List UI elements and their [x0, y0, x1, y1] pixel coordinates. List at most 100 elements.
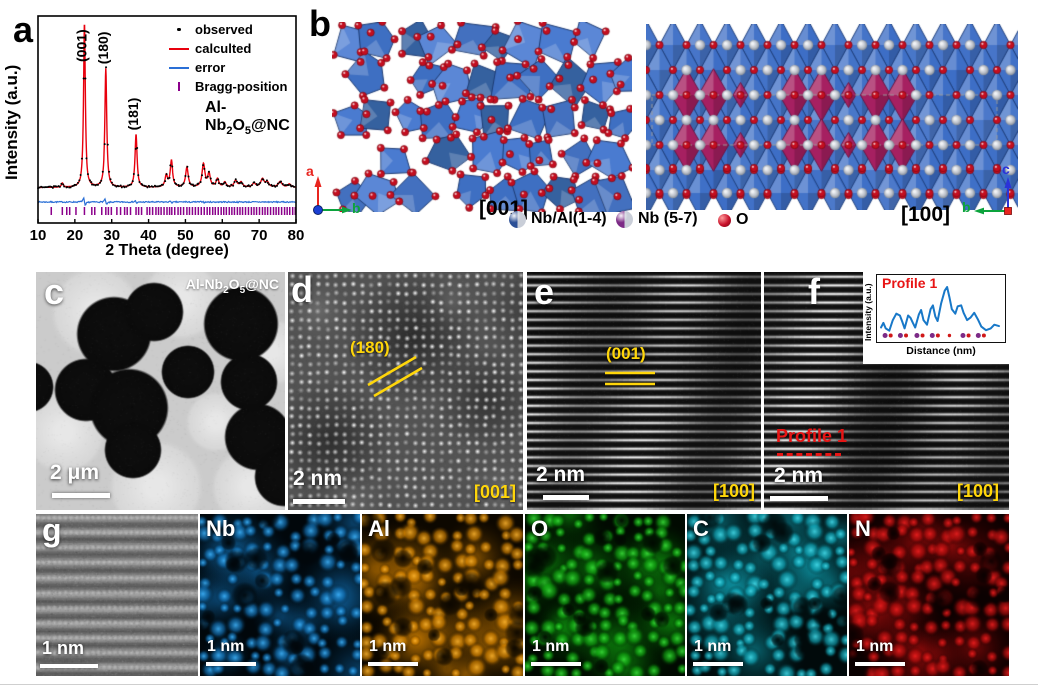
panel-f-letter: f [808, 271, 820, 312]
profile-title: Profile 1 [882, 275, 938, 291]
scale-bar [293, 499, 345, 504]
profile-1-dashed-line [777, 453, 841, 456]
sample-label: Al-Nb2O5@NC [205, 99, 290, 138]
panel-d-hrtem: d (180) 2 nm [001] [288, 272, 523, 510]
profile-line-chart [880, 286, 1000, 338]
svg-text:30: 30 [103, 227, 120, 244]
zone-axis-label: [001] [473, 482, 516, 502]
xrd-y-axis-label: Intensity (a.u.) [2, 64, 21, 180]
panel-g-stem: g 1 nm [36, 514, 198, 676]
profile-x-axis-label: Distance (nm) [906, 345, 976, 357]
svg-text:(180): (180) [95, 32, 111, 65]
legend-item-bragg: Bragg-position [167, 77, 287, 96]
eds-map-al: Al 1 nm [362, 514, 523, 676]
legend-item-o: O [718, 211, 748, 229]
element-label: O [531, 516, 549, 541]
scale-bar [368, 662, 418, 666]
scale-bar [206, 662, 256, 666]
scale-bar-label: 1 nm [532, 638, 570, 655]
legend-item-observed: observed [167, 20, 287, 39]
xrd-x-axis-label: 2 Theta (degree) [105, 242, 229, 259]
scale-bar [855, 662, 905, 666]
zone-axis-100-label: [100] [901, 203, 951, 226]
panel-a-letter: a [13, 9, 34, 50]
legend-label: O [736, 211, 749, 228]
profile-1-label: Profile 1 [776, 426, 848, 446]
eds-map-c: C 1 nm [687, 514, 847, 676]
c-element-map [687, 514, 847, 676]
al-element-map [362, 514, 523, 676]
panel-g-letter: g [42, 512, 62, 548]
element-label: Al [368, 516, 390, 541]
scale-bar-label: 1 nm [856, 638, 894, 655]
eds-map-o: O 1 nm [525, 514, 685, 676]
panel-e-letter: e [534, 271, 555, 312]
legend-label: calculted [195, 41, 252, 56]
crystal-structure-001-view [332, 22, 632, 212]
o-element-map [525, 514, 685, 676]
nb-element-map [200, 514, 360, 676]
axis-indicator-right [974, 177, 1012, 215]
panel-d-letter: d [291, 269, 313, 310]
error-line-marker [167, 66, 191, 69]
svg-text:20: 20 [67, 227, 84, 244]
scale-bar-label: 1 nm [42, 638, 85, 658]
stem-image [36, 514, 198, 676]
plane-001-marker-lines [605, 371, 655, 386]
legend-label: Nb (5-7) [638, 210, 698, 227]
sample-label: Al-Nb2O5@NC [185, 276, 279, 296]
legend-item-nb-al: Nb/Al(1-4) [509, 210, 607, 228]
scale-bar [770, 496, 828, 501]
observed-dot-marker [167, 27, 191, 32]
nb-sphere-icon [616, 210, 633, 228]
panel-b-structure: b a b [001] c b [100] Nb/Al(1-4) Nb (5-7… [305, 0, 1038, 268]
legend-label: Nb/Al(1-4) [531, 210, 607, 227]
element-label: Nb [206, 516, 236, 541]
crystal-structure-100-view [646, 24, 1018, 210]
plane-001-label: (001) [606, 344, 646, 363]
xrd-plot: 10 20 30 40 50 60 70 80 (001) (180) (181) [30, 15, 305, 244]
svg-text:70: 70 [251, 227, 268, 244]
eds-map-nb: Nb 1 nm [200, 514, 360, 676]
scale-bar [543, 495, 589, 500]
element-label: C [693, 516, 709, 541]
intensity-profile-inset: Intensity (a.u.) Profile 1 Distance (nm) [863, 272, 1009, 364]
panel-c-tem: c Al-Nb2O5@NC 2 μm [36, 272, 285, 510]
svg-text:80: 80 [288, 227, 305, 244]
scale-bar-label: 2 nm [293, 467, 343, 490]
axis-indicator-left [313, 176, 352, 215]
plane-180-marker-lines [367, 355, 423, 398]
scale-bar [40, 664, 98, 668]
legend-label: Bragg-position [195, 79, 288, 94]
legend-label: error [195, 60, 226, 75]
panel-c-letter: c [44, 271, 65, 312]
zone-axis-label: [100] [712, 481, 755, 501]
profile-plot-box: Profile 1 [876, 274, 1006, 343]
scale-bar-label: 1 nm [369, 638, 407, 655]
nb-al-sphere-icon [509, 210, 526, 228]
svg-text:40: 40 [140, 227, 157, 244]
legend-label: observed [195, 22, 253, 37]
tem-image [36, 272, 285, 510]
hrtem-lattice-image [288, 272, 523, 510]
plane-180-label: (180) [350, 338, 390, 357]
eds-map-n: N 1 nm [849, 514, 1009, 676]
bragg-tick-marker [167, 82, 191, 91]
scale-bar-label: 2 μm [50, 461, 100, 484]
figure-bottom-rule [0, 684, 1038, 685]
legend-item-nb: Nb (5-7) [616, 210, 698, 228]
panel-a-xrd: 10 20 30 40 50 60 70 80 (001) (180) (181) a Intens… [0, 0, 307, 268]
svg-text:60: 60 [214, 227, 231, 244]
svg-text:10: 10 [30, 227, 47, 244]
element-label: N [855, 516, 871, 541]
scale-bar [693, 662, 743, 666]
axis-a-label: a [306, 163, 314, 179]
panel-b-letter: b [309, 3, 331, 44]
n-element-map [849, 514, 1009, 676]
hrtem-fringe-image [527, 272, 761, 510]
scale-bar-label: 1 nm [694, 638, 732, 655]
axis-c-label: c [1002, 161, 1010, 177]
svg-text:50: 50 [177, 227, 194, 244]
panel-e-hrtem: e (001) 2 nm [100] [527, 272, 761, 510]
